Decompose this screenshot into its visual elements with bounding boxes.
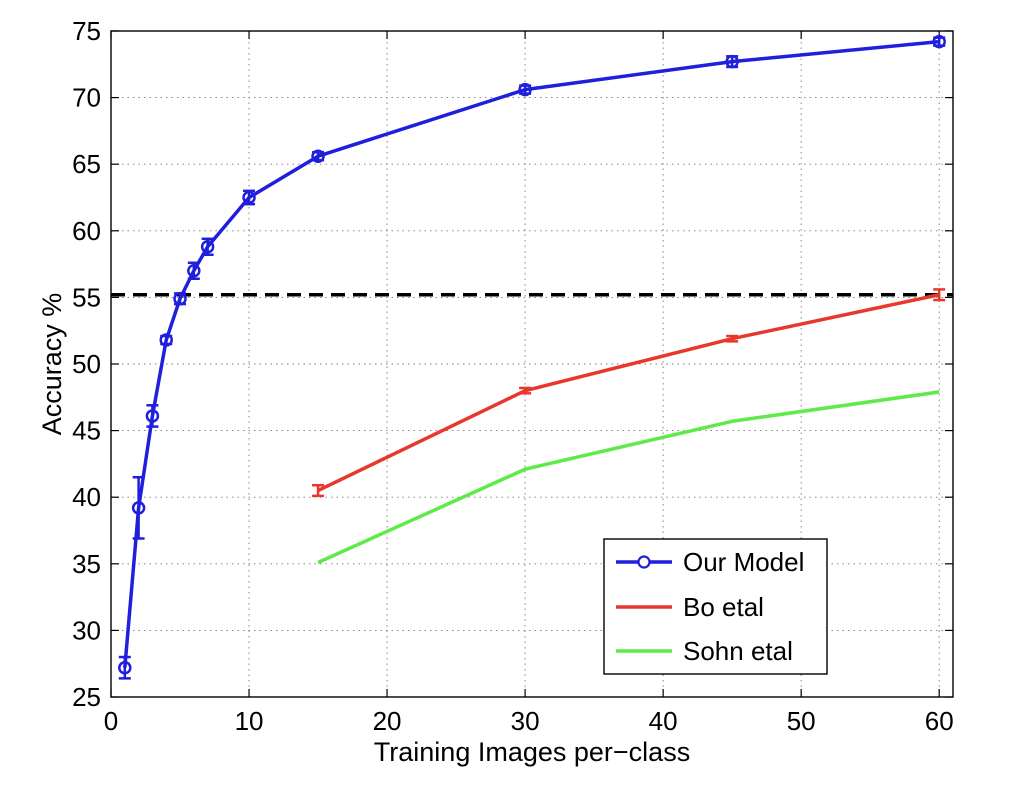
y-tick-label: 70 <box>72 83 101 113</box>
x-tick-label: 10 <box>235 706 264 736</box>
series-line-bo-etal <box>317 293 940 493</box>
data-point <box>118 660 132 675</box>
data-point <box>159 333 173 347</box>
legend-label-bo-etal: Bo etal <box>683 592 764 622</box>
series-our-model <box>118 34 946 680</box>
x-tick-label: 0 <box>104 706 118 736</box>
legend-label-our-model: Our Model <box>683 547 804 577</box>
x-tick-label: 40 <box>649 706 678 736</box>
plot-frame <box>110 30 954 698</box>
y-tick-label: 25 <box>72 682 101 712</box>
grid <box>111 31 953 697</box>
data-point <box>311 149 325 163</box>
legend-marker-our-model <box>637 555 651 569</box>
x-tick-label: 60 <box>925 706 954 736</box>
y-tick-label: 30 <box>72 615 101 645</box>
y-tick-label: 65 <box>72 149 101 179</box>
data-point <box>242 190 256 205</box>
x-tick-label: 30 <box>511 706 540 736</box>
series-bo-etal <box>312 288 946 498</box>
series-line-sohn-etal <box>317 390 940 565</box>
legend: Our Model Bo etal Sohn etal <box>603 538 828 675</box>
x-tick-label: 20 <box>373 706 402 736</box>
y-tick-label: 40 <box>72 482 101 512</box>
y-tick-label: 35 <box>72 549 101 579</box>
data-point <box>187 264 201 278</box>
data-point <box>145 409 160 423</box>
y-axis-label: Accuracy % <box>37 293 67 436</box>
x-axis-label: Training Images per−class <box>374 737 690 767</box>
y-tick-label: 60 <box>72 216 101 246</box>
data-point <box>173 291 187 306</box>
y-tick-label: 50 <box>72 349 101 379</box>
data-point <box>725 54 739 69</box>
data-point <box>131 501 146 515</box>
x-tick-label: 50 <box>787 706 816 736</box>
series-line-our-model <box>123 39 940 668</box>
y-tick-label: 75 <box>72 16 101 46</box>
series-layer <box>111 34 953 680</box>
data-point <box>518 82 532 97</box>
data-point <box>932 34 946 49</box>
y-tick-label: 45 <box>72 416 101 446</box>
y-tick-label: 55 <box>72 282 101 312</box>
legend-label-sohn-etal: Sohn etal <box>683 636 793 666</box>
series-sohn-etal <box>317 390 940 565</box>
data-point <box>200 240 215 254</box>
tick-labels: 0 10 20 30 40 50 60 25 30 35 40 45 50 55 60 65 70 75 <box>72 16 954 736</box>
